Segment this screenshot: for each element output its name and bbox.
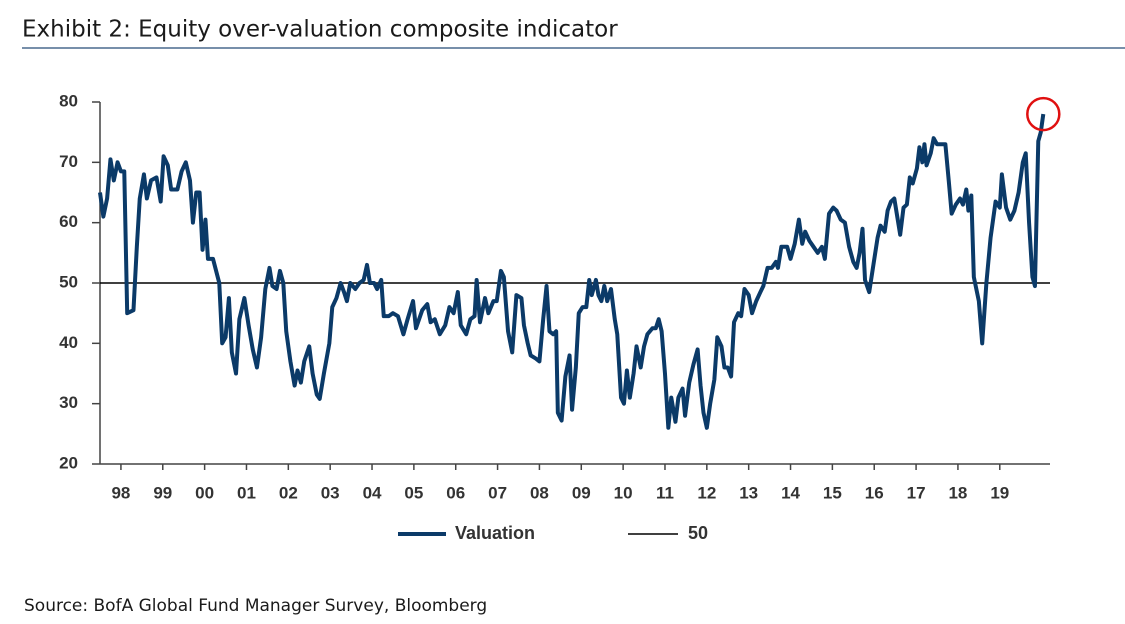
x-tick-label: 12 <box>697 483 716 502</box>
x-tick-label: 04 <box>363 483 382 502</box>
source-note: Source: BofA Global Fund Manager Survey,… <box>24 596 487 616</box>
y-tick-label: 50 <box>59 272 78 291</box>
y-tick-label: 40 <box>59 333 78 352</box>
x-tick-label: 18 <box>948 483 967 502</box>
x-tick-label: 98 <box>111 483 130 502</box>
y-tick-label: 60 <box>59 212 78 231</box>
x-tick-label: 09 <box>572 483 591 502</box>
data-line <box>98 113 1046 430</box>
x-tick-label: 15 <box>823 483 842 502</box>
x-tick-label: 10 <box>614 483 633 502</box>
x-tick-label: 19 <box>990 483 1009 502</box>
highlight-circle <box>1026 96 1061 132</box>
chart-title: Exhibit 2: Equity over-valuation composi… <box>22 17 618 43</box>
y-tick-label: 80 <box>59 91 78 110</box>
y-tick-label: 70 <box>59 152 78 171</box>
legend-label: 50 <box>688 523 708 543</box>
y-tick-label: 20 <box>59 453 78 472</box>
x-tick-label: 05 <box>404 483 423 502</box>
x-tick-label: 02 <box>279 483 298 502</box>
x-tick-label: 16 <box>865 483 884 502</box>
x-tick-label: 11 <box>656 483 674 502</box>
x-tick-label: 01 <box>237 483 256 502</box>
x-tick-label: 13 <box>739 483 758 502</box>
x-tick-label: 00 <box>195 483 214 502</box>
legend-label: Valuation <box>455 523 535 543</box>
y-tick-label: 30 <box>59 393 78 412</box>
x-tick-label: 03 <box>321 483 340 502</box>
x-tick-label: 17 <box>907 483 926 502</box>
x-tick-label: 08 <box>530 483 549 502</box>
x-tick-label: 14 <box>781 483 800 502</box>
x-tick-label: 07 <box>488 483 507 502</box>
x-tick-label: 99 <box>153 483 172 502</box>
x-tick-label: 06 <box>446 483 465 502</box>
